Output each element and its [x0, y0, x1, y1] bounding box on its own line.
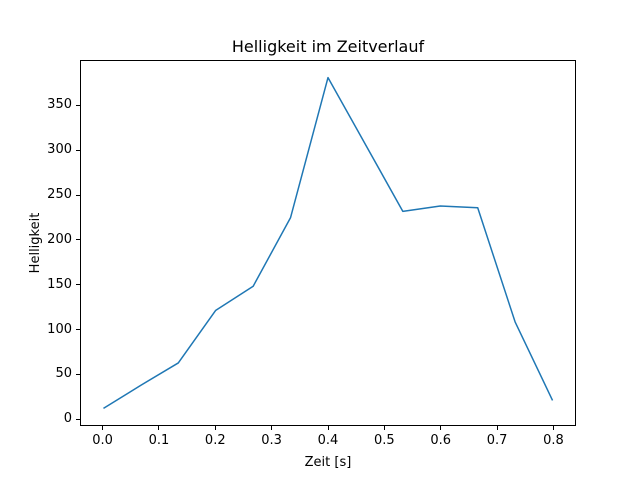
- y-axis-label: Helligkeit: [28, 212, 43, 274]
- line-plot-canvas: [103, 76, 554, 410]
- y-tick-label: 100: [47, 321, 72, 337]
- y-tick-mark: [76, 373, 80, 375]
- y-tick-mark: [76, 418, 80, 420]
- y-tick-label: 350: [47, 97, 72, 113]
- x-tick-mark: [271, 426, 273, 430]
- x-tick-label: 0.7: [486, 433, 508, 448]
- y-tick-label: 300: [47, 142, 72, 158]
- chart-title: Helligkeit im Zeitverlauf: [231, 37, 425, 56]
- y-tick-mark: [76, 194, 80, 196]
- y-tick-mark: [76, 239, 80, 241]
- x-tick-label: 0.8: [543, 433, 564, 448]
- y-tick-mark: [76, 284, 80, 286]
- series-line-helligkeit: [103, 76, 554, 410]
- y-tick-label: 250: [47, 187, 72, 203]
- x-tick-mark: [327, 426, 329, 430]
- y-tick-label: 200: [47, 231, 72, 247]
- x-axis-label: Zeit [s]: [304, 455, 352, 470]
- x-tick-mark: [158, 426, 160, 430]
- x-tick-label: 0.2: [204, 433, 226, 448]
- x-tick-label: 0.5: [374, 433, 395, 448]
- y-tick-label: 0: [63, 411, 72, 427]
- x-tick-label: 0.1: [148, 433, 170, 448]
- plot-area: [80, 60, 576, 426]
- x-tick-mark: [552, 426, 554, 430]
- y-tick-mark: [76, 329, 80, 331]
- x-tick-mark: [440, 426, 442, 430]
- x-tick-mark: [102, 426, 104, 430]
- y-tick-label: 150: [47, 276, 72, 292]
- y-tick-label: 50: [55, 366, 72, 382]
- x-tick-label: 0.4: [317, 433, 339, 448]
- x-tick-mark: [496, 426, 498, 430]
- x-tick-label: 0.6: [430, 433, 452, 448]
- y-tick-mark: [76, 104, 80, 106]
- x-tick-mark: [383, 426, 385, 430]
- x-tick-label: 0.3: [261, 433, 282, 448]
- x-tick-mark: [214, 426, 216, 430]
- x-tick-label: 0.0: [92, 433, 113, 448]
- y-tick-mark: [76, 149, 80, 151]
